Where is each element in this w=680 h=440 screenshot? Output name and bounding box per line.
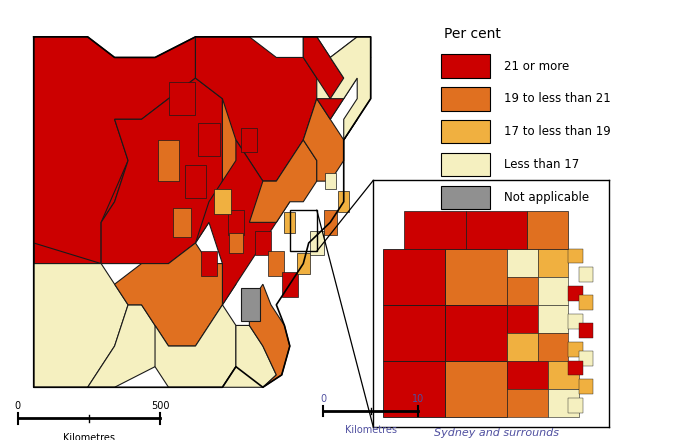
- FancyBboxPatch shape: [441, 153, 490, 176]
- Polygon shape: [284, 212, 295, 233]
- Polygon shape: [241, 288, 260, 321]
- Polygon shape: [155, 305, 236, 387]
- Polygon shape: [507, 249, 537, 276]
- Polygon shape: [568, 249, 583, 264]
- Polygon shape: [537, 304, 568, 333]
- Polygon shape: [158, 140, 180, 181]
- Polygon shape: [214, 189, 231, 214]
- Polygon shape: [195, 37, 330, 181]
- Polygon shape: [268, 251, 284, 276]
- Polygon shape: [250, 140, 317, 222]
- Polygon shape: [303, 37, 343, 119]
- Polygon shape: [195, 140, 276, 305]
- Text: 0: 0: [320, 394, 326, 404]
- Text: 17 to less than 19: 17 to less than 19: [505, 125, 611, 138]
- Polygon shape: [241, 128, 258, 152]
- Polygon shape: [579, 267, 593, 282]
- Polygon shape: [303, 99, 357, 181]
- Bar: [290, 210, 317, 251]
- Polygon shape: [201, 251, 217, 276]
- Polygon shape: [507, 276, 537, 304]
- Polygon shape: [404, 211, 466, 249]
- Text: 0: 0: [14, 401, 21, 411]
- Polygon shape: [507, 360, 548, 389]
- Polygon shape: [169, 82, 195, 115]
- Polygon shape: [507, 389, 548, 417]
- Polygon shape: [445, 249, 507, 304]
- Polygon shape: [330, 37, 371, 140]
- Polygon shape: [222, 326, 276, 387]
- Polygon shape: [568, 314, 583, 329]
- Polygon shape: [34, 243, 128, 387]
- Polygon shape: [282, 272, 298, 297]
- Polygon shape: [537, 249, 568, 276]
- Polygon shape: [250, 284, 290, 387]
- Polygon shape: [568, 342, 583, 357]
- Polygon shape: [296, 253, 310, 274]
- Polygon shape: [185, 165, 206, 198]
- Text: Per cent: Per cent: [444, 27, 500, 41]
- Polygon shape: [173, 208, 192, 237]
- Polygon shape: [198, 123, 220, 156]
- Text: 19 to less than 21: 19 to less than 21: [505, 92, 611, 106]
- Polygon shape: [527, 211, 568, 249]
- Text: Kilometres: Kilometres: [345, 425, 396, 436]
- Polygon shape: [339, 191, 349, 212]
- Polygon shape: [537, 333, 568, 360]
- Polygon shape: [579, 295, 593, 310]
- Polygon shape: [466, 211, 527, 249]
- Polygon shape: [303, 37, 371, 119]
- Polygon shape: [548, 389, 579, 417]
- Polygon shape: [228, 210, 244, 235]
- Polygon shape: [384, 249, 445, 304]
- FancyBboxPatch shape: [441, 87, 490, 110]
- Text: Sydney and surrounds: Sydney and surrounds: [434, 428, 559, 438]
- Polygon shape: [579, 323, 593, 338]
- Polygon shape: [115, 243, 236, 346]
- FancyBboxPatch shape: [441, 186, 490, 209]
- Polygon shape: [537, 276, 568, 304]
- Polygon shape: [34, 37, 128, 264]
- Text: Kilometres: Kilometres: [63, 433, 115, 440]
- Text: 500: 500: [151, 401, 170, 411]
- Text: Less than 17: Less than 17: [505, 158, 579, 171]
- Polygon shape: [445, 304, 507, 360]
- Polygon shape: [507, 333, 537, 360]
- Polygon shape: [34, 37, 195, 264]
- Polygon shape: [568, 360, 583, 375]
- Text: 10: 10: [412, 394, 424, 404]
- Polygon shape: [222, 99, 290, 222]
- Polygon shape: [507, 304, 537, 333]
- Polygon shape: [384, 360, 445, 417]
- Polygon shape: [229, 233, 243, 253]
- FancyBboxPatch shape: [441, 120, 490, 143]
- Polygon shape: [445, 360, 507, 417]
- FancyBboxPatch shape: [441, 55, 490, 77]
- Polygon shape: [579, 379, 593, 394]
- Polygon shape: [310, 231, 324, 255]
- Polygon shape: [568, 398, 583, 413]
- Polygon shape: [579, 351, 593, 366]
- Polygon shape: [255, 231, 271, 255]
- Text: 21 or more: 21 or more: [505, 59, 569, 73]
- Text: Not applicable: Not applicable: [505, 191, 590, 204]
- Polygon shape: [568, 286, 583, 301]
- Polygon shape: [548, 360, 579, 389]
- Polygon shape: [101, 78, 236, 264]
- Polygon shape: [88, 305, 169, 387]
- Polygon shape: [384, 304, 445, 360]
- Polygon shape: [325, 173, 336, 189]
- Polygon shape: [324, 210, 337, 235]
